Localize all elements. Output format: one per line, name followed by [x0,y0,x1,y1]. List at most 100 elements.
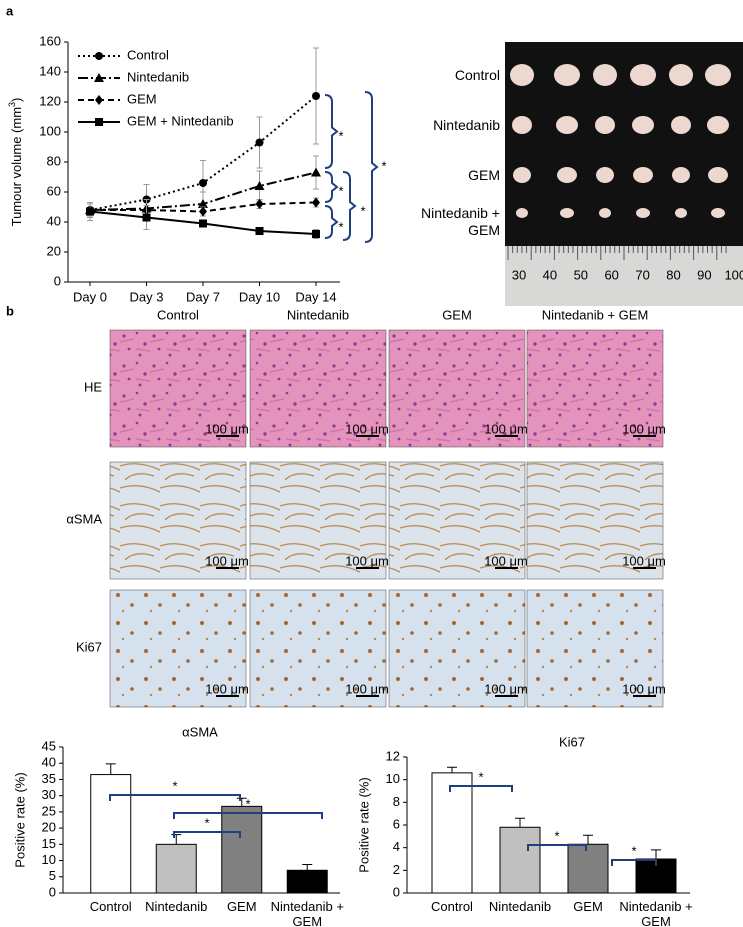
tumour [711,208,725,218]
ruler-label: 80 [666,267,680,282]
marker [312,197,320,208]
significance-mark: * [338,128,343,143]
significance-mark: * [554,828,559,843]
tumour [705,64,731,86]
y-tick-label: 40 [47,213,61,228]
error-bar [105,763,116,775]
significance-mark: * [360,203,365,218]
tumour [556,116,578,134]
marker [255,138,264,147]
ruler-label: 100 [724,267,743,282]
error-bar [583,834,593,845]
y-tick-label: 4 [393,839,400,854]
marker [199,179,207,187]
y-tick-label: 140 [39,63,61,78]
bar [431,772,473,894]
ruler-label: 60 [604,267,618,282]
y-tick-label: 8 [393,794,400,809]
x-tick-label: GEM [226,899,257,914]
tumour [671,116,691,134]
significance-bracket [527,844,587,851]
legend-label: GEM [127,91,157,106]
histology-image [526,589,664,708]
y-tick-label: 12 [386,748,400,763]
histology-image [526,461,664,580]
y-tick-label: 25 [42,803,56,818]
x-tick-label: Day 14 [295,289,336,304]
y-axis-label: Positive rate (%) [356,777,371,872]
photo-row-label: GEM [468,167,500,183]
significance-bracket [173,831,241,838]
scale-label: 100 μm [205,421,249,436]
scale-label: 100 μm [345,553,389,568]
legend-label: GEM + Nintedanib [127,113,234,128]
y-tick-label: 0 [54,273,61,288]
y-tick-label: 0 [393,884,400,899]
y-tick-label: 60 [47,183,61,198]
significance-bracket [324,171,339,203]
y-tick-label: 30 [42,787,56,802]
panel-label: b [6,303,14,318]
y-tick-label: 120 [39,93,61,108]
tumour [554,64,580,86]
tumour [669,64,693,86]
significance-mark: * [338,183,343,198]
significance-mark: * [172,778,177,793]
marker [312,92,320,100]
tumour [630,64,656,86]
significance-bracket [364,91,379,243]
significance-bracket [173,812,323,819]
marker [95,95,103,105]
row-label: Ki67 [76,639,102,654]
y-tick-label: 6 [393,816,400,831]
tumour [632,116,654,134]
tumour [675,208,687,218]
tumour [560,208,574,218]
histology-image [249,589,387,708]
tumour [636,208,650,218]
y-tick-label: 160 [39,33,61,48]
scale-label: 100 μm [622,421,666,436]
scale-label: 100 μm [345,421,389,436]
x-tick-label: Control [89,899,132,914]
error-bar [447,766,457,773]
error-bar [651,849,661,859]
row-label: HE [84,379,102,394]
chart-title: Ki67 [559,734,585,749]
x-tick-label: Day 0 [73,289,107,304]
significance-mark: * [631,843,636,858]
marker [86,207,94,216]
histology-image [526,329,664,448]
histology-image [388,329,526,448]
column-label: GEM [442,307,472,322]
error-bar [171,834,182,845]
significance-bracket [324,94,339,169]
scale-label: 100 μm [484,553,528,568]
histology-image [109,589,247,708]
bar [155,843,197,894]
legend-label: Control [127,47,169,62]
ruler-label: 30 [512,267,526,282]
x-tick-label: Nintedanib [145,899,208,914]
y-axis-label: Tumour volume (mm3) [7,98,24,227]
tumour [595,116,615,134]
photo-board [505,42,743,246]
y-tick-label: 15 [42,836,56,851]
x-tick-label: Nintedanib + GEM [619,899,693,927]
marker [312,230,320,238]
significance-mark: * [245,796,250,811]
y-tick-label: 20 [42,820,56,835]
legend-label: Nintedanib [127,69,189,84]
marker [311,167,321,177]
histology-image [249,329,387,448]
x-tick-label: Nintedanib + GEM [270,899,344,927]
scale-label: 100 μm [484,681,528,696]
marker [254,181,265,190]
tumour [593,64,617,86]
significance-bracket [449,785,513,792]
significance-mark: * [381,158,386,173]
panel-label: a [6,3,14,18]
error-bar [302,863,313,871]
histology-image [388,461,526,580]
